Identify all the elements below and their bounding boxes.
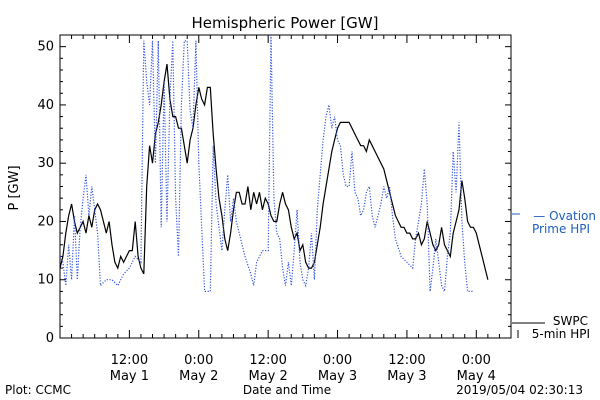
footer-timestamp: 2019/05/04 02:30:13 <box>456 383 583 397</box>
y-axis-ticks: 0 10 20 30 40 50 <box>37 34 511 346</box>
plot-frame <box>59 34 512 339</box>
x-tick-date-label: May 2 <box>249 369 288 384</box>
y-tick-label: 50 <box>37 40 54 55</box>
series-layer <box>60 35 489 294</box>
footer-plot-credit: Plot: CCMC <box>5 383 71 397</box>
y-tick-label: 10 <box>37 273 54 288</box>
x-tick-date-label: May 3 <box>387 369 426 384</box>
legend-ovation: — Ovation Prime HPI <box>512 209 596 236</box>
y-axis-label: P [GW] <box>7 165 22 210</box>
legend-ovation-line2: Prime HPI <box>532 222 590 236</box>
legend-swpc-line2: 5-min HPI <box>532 327 590 341</box>
x-axis-label: Date and Time <box>243 383 331 397</box>
x-tick-date-label: May 2 <box>179 369 218 384</box>
x-tick-time-label: 12:00 <box>111 353 148 368</box>
x-tick-time-label: 0:00 <box>462 353 491 368</box>
y-tick-label: 30 <box>37 156 54 171</box>
x-tick-time-label: 0:00 <box>184 353 213 368</box>
legend-ovation-line1: — Ovation <box>533 209 596 223</box>
x-tick-time-label: 0:00 <box>323 353 352 368</box>
legend-swpc-line1: SWPC <box>553 314 588 328</box>
legend-swpc: SWPC 5-min HPI <box>512 314 590 341</box>
x-tick-time-label: 12:00 <box>249 353 286 368</box>
y-tick-label: 20 <box>37 214 54 229</box>
y-tick-label: 40 <box>37 98 54 113</box>
x-tick-time-label: 12:00 <box>388 353 425 368</box>
x-tick-date-label: May 4 <box>457 369 496 384</box>
chart-title: Hemispheric Power [GW] <box>192 14 379 32</box>
x-tick-date-label: May 1 <box>110 369 149 384</box>
x-tick-date-label: May 3 <box>318 369 357 384</box>
swpc-series-line <box>60 64 489 280</box>
ovation-series-line <box>60 35 474 294</box>
y-tick-label: 0 <box>46 331 54 346</box>
